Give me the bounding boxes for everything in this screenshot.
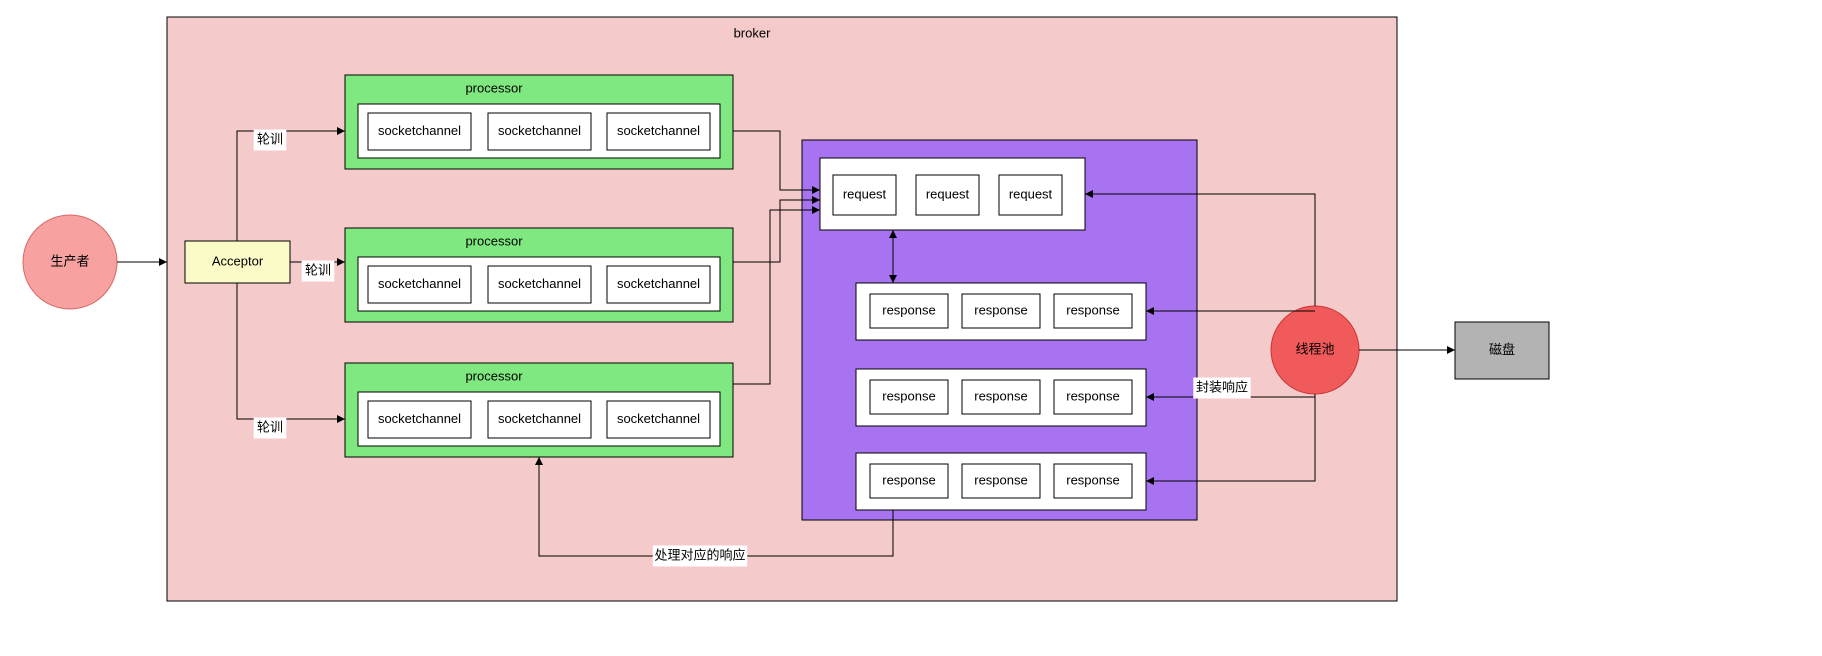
edge-label-2: 轮训	[257, 131, 283, 146]
node-label-disk: 磁盘	[1489, 342, 1515, 357]
node-label-resp3c: response	[1066, 472, 1119, 487]
node-label-resp2c: response	[1066, 388, 1119, 403]
node-label-proc3: processor	[465, 368, 523, 383]
node-label-resp1b: response	[974, 302, 1027, 317]
node-label-resp1a: response	[882, 302, 935, 317]
node-label-threadpool: 线程池	[1295, 341, 1334, 356]
node-label-proc1_c2: socketchannel	[498, 123, 581, 138]
node-label-proc1_c1: socketchannel	[378, 123, 461, 138]
edge-label-3: 轮训	[305, 262, 331, 277]
node-label-resp3a: response	[882, 472, 935, 487]
node-label-proc3_c1: socketchannel	[378, 411, 461, 426]
node-label-proc1_c3: socketchannel	[617, 123, 700, 138]
node-label-req3: request	[1009, 186, 1053, 201]
node-label-resp1c: response	[1066, 302, 1119, 317]
node-label-broker: broker	[734, 25, 772, 40]
diagram-canvas: broker 生产者 Acceptor processor socketchannel s…	[0, 0, 1822, 656]
edge-label-13: 处理对应的响应	[654, 547, 745, 562]
edge-label-4: 轮训	[257, 419, 283, 434]
node-label-proc2: processor	[465, 233, 523, 248]
node-label-proc2_c3: socketchannel	[617, 276, 700, 291]
node-label-resp3b: response	[974, 472, 1027, 487]
node-label-proc1: processor	[465, 80, 523, 95]
node-label-producer: 生产者	[50, 253, 89, 268]
node-label-proc3_c3: socketchannel	[617, 411, 700, 426]
node-label-req1: request	[843, 186, 887, 201]
node-label-resp2a: response	[882, 388, 935, 403]
node-label-proc3_c2: socketchannel	[498, 411, 581, 426]
node-label-proc2_c1: socketchannel	[378, 276, 461, 291]
node-label-req2: request	[926, 186, 970, 201]
edge-label-11: 封装响应	[1196, 379, 1248, 394]
node-label-resp2b: response	[974, 388, 1027, 403]
node-label-acceptor: Acceptor	[212, 253, 264, 268]
node-label-proc2_c2: socketchannel	[498, 276, 581, 291]
